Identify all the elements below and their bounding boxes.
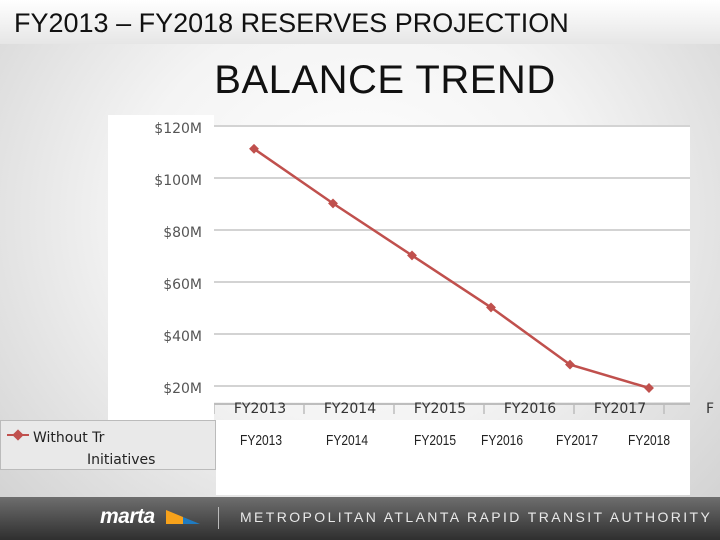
overlay-label: FY2017 [556, 432, 599, 449]
data-point [486, 302, 496, 313]
x-tick-label: FY2014 [324, 401, 376, 417]
logo-mark-icon [166, 510, 200, 524]
data-point [565, 359, 575, 370]
legend-label-line1: Without Tr [33, 430, 105, 446]
x-tick-label: FY2013 [234, 401, 286, 417]
title-bar: FY2013 – FY2018 RESERVES PROJECTION [0, 0, 720, 44]
page-title: FY2013 – FY2018 RESERVES PROJECTION [14, 8, 569, 38]
authority-name: METROPOLITAN ATLANTA RAPID TRANSIT AUTHO… [240, 509, 713, 525]
legend-diamond-icon [12, 429, 24, 441]
x-tick-label: FY2016 [504, 401, 556, 417]
legend-label: Without Tr Initiatives [33, 427, 193, 471]
plot-area [214, 125, 690, 402]
footer-bar: marta METROPOLITAN ATLANTA RAPID TRANSIT… [0, 497, 720, 540]
y-tick-label: $100M [154, 173, 202, 189]
x-tick-label: F [706, 401, 714, 417]
overlay-label-band: FY2013 FY2014 FY2015 FY2016 FY2017 FY201… [216, 420, 690, 495]
y-tick-label: $40M [163, 329, 202, 345]
data-point [407, 250, 417, 261]
data-point [249, 143, 259, 154]
overlay-label: FY2018 [628, 432, 671, 449]
chart-legend: Without Tr Initiatives [0, 420, 216, 470]
x-tick-label: FY2017 [594, 401, 646, 417]
chart-subtitle: BALANCE TREND [214, 58, 556, 102]
y-tick-label: $20M [163, 381, 202, 397]
overlay-panel-left [108, 115, 214, 455]
y-tick-label: $60M [163, 277, 202, 293]
overlay-label: FY2014 [326, 432, 369, 449]
overlay-label: FY2015 [414, 432, 457, 449]
data-point [328, 198, 338, 209]
y-tick-label: $80M [163, 225, 202, 241]
marta-logo: marta [100, 505, 155, 528]
data-point [644, 383, 654, 393]
overlay-label: FY2016 [481, 432, 524, 449]
footer-divider [218, 507, 219, 529]
y-tick-label: $120M [154, 121, 202, 137]
legend-label-line2: Initiatives [87, 452, 156, 468]
series-line [253, 147, 650, 390]
x-tick-label: FY2015 [414, 401, 466, 417]
overlay-label: FY2013 [240, 432, 283, 449]
